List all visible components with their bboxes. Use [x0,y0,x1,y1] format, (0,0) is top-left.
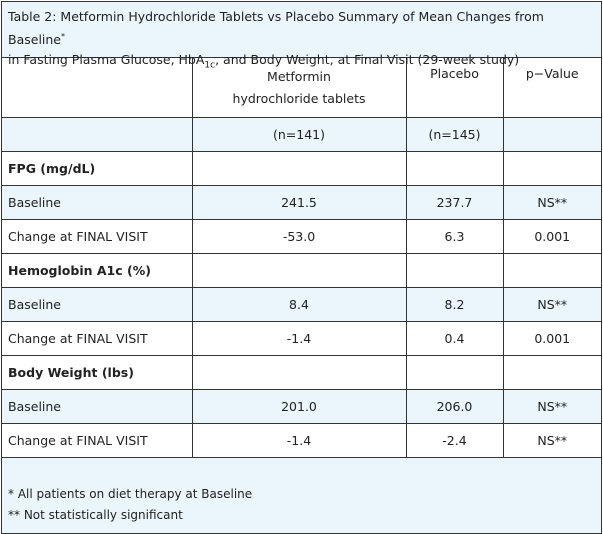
table-cell [191,151,407,186]
table-cell: Baseline [2,389,193,424]
n-cell [2,117,193,152]
table-row: Baseline 8.4 8.2 NS** [2,287,601,322]
n-row: (n=141) (n=145) [2,117,601,152]
table-cell: NS** [502,185,601,220]
table-cell: 206.0 [405,389,504,424]
table-cell: NS** [502,389,601,424]
table-cell: -1.4 [191,321,407,356]
header-cell: Metformin hydrochloride tablets [191,58,407,118]
caption-footnote-mark: * [61,32,65,41]
table-cell: Change at FINAL VISIT [2,219,193,254]
table-footnotes: * All patients on diet therapy at Baseli… [2,458,601,533]
header-cell: p−Value [502,58,601,118]
table-cell: 0.001 [502,321,601,356]
table-cell: NS** [502,287,601,322]
footnote: * All patients on diet therapy at Baseli… [8,487,253,501]
table-cell [191,253,407,288]
table-cell: 237.7 [405,185,504,220]
caption-subscript: 1c [204,60,216,71]
table-caption: Table 2: Metformin Hydrochloride Tablets… [2,2,601,71]
footnote: ** Not statistically significant [8,508,183,522]
table-cell: Body Weight (lbs) [2,355,193,390]
table-cell [405,253,504,288]
table-cell [502,253,601,288]
table-cell: -2.4 [405,423,504,458]
data-table: Metformin hydrochloride tablets Placebo … [2,58,601,458]
table-cell [502,151,601,186]
section-row: Body Weight (lbs) [2,355,601,390]
table-cell: Hemoglobin A1c (%) [2,253,193,288]
header-row: Metformin hydrochloride tablets Placebo … [2,58,601,118]
table-cell: -53.0 [191,219,407,254]
table-cell: FPG (mg/dL) [2,151,193,186]
section-row: FPG (mg/dL) [2,151,601,186]
section-row: Hemoglobin A1c (%) [2,253,601,288]
table-cell [405,355,504,390]
caption-line-1: Table 2: Metformin Hydrochloride Tablets… [8,9,544,48]
table-cell [502,355,601,390]
table-cell: 8.4 [191,287,407,322]
table-cell: Change at FINAL VISIT [2,423,193,458]
table-cell: Change at FINAL VISIT [2,321,193,356]
table-cell: 0.001 [502,219,601,254]
table-cell: NS** [502,423,601,458]
table-row: Change at FINAL VISIT -1.4 0.4 0.001 [2,321,601,356]
table-cell: Baseline [2,185,193,220]
n-cell [502,117,601,152]
table-row: Baseline 241.5 237.7 NS** [2,185,601,220]
table-cell: 201.0 [191,389,407,424]
table-cell [405,151,504,186]
table-row: Baseline 201.0 206.0 NS** [2,389,601,424]
caption-line-2: in Fasting Plasma Glucose, HbA [8,52,205,68]
n-cell: (n=145) [405,117,504,152]
table-cell: 0.4 [405,321,504,356]
table-cell: Baseline [2,287,193,322]
table-row: Change at FINAL VISIT -53.0 6.3 0.001 [2,219,601,254]
table-cell: 6.3 [405,219,504,254]
table-cell: 8.2 [405,287,504,322]
n-cell: (n=141) [191,117,407,152]
table-cell: 241.5 [191,185,407,220]
table-cell [191,355,407,390]
table-row: Change at FINAL VISIT -1.4 -2.4 NS** [2,423,601,458]
table-cell: -1.4 [191,423,407,458]
header-cell: Placebo [405,58,504,118]
